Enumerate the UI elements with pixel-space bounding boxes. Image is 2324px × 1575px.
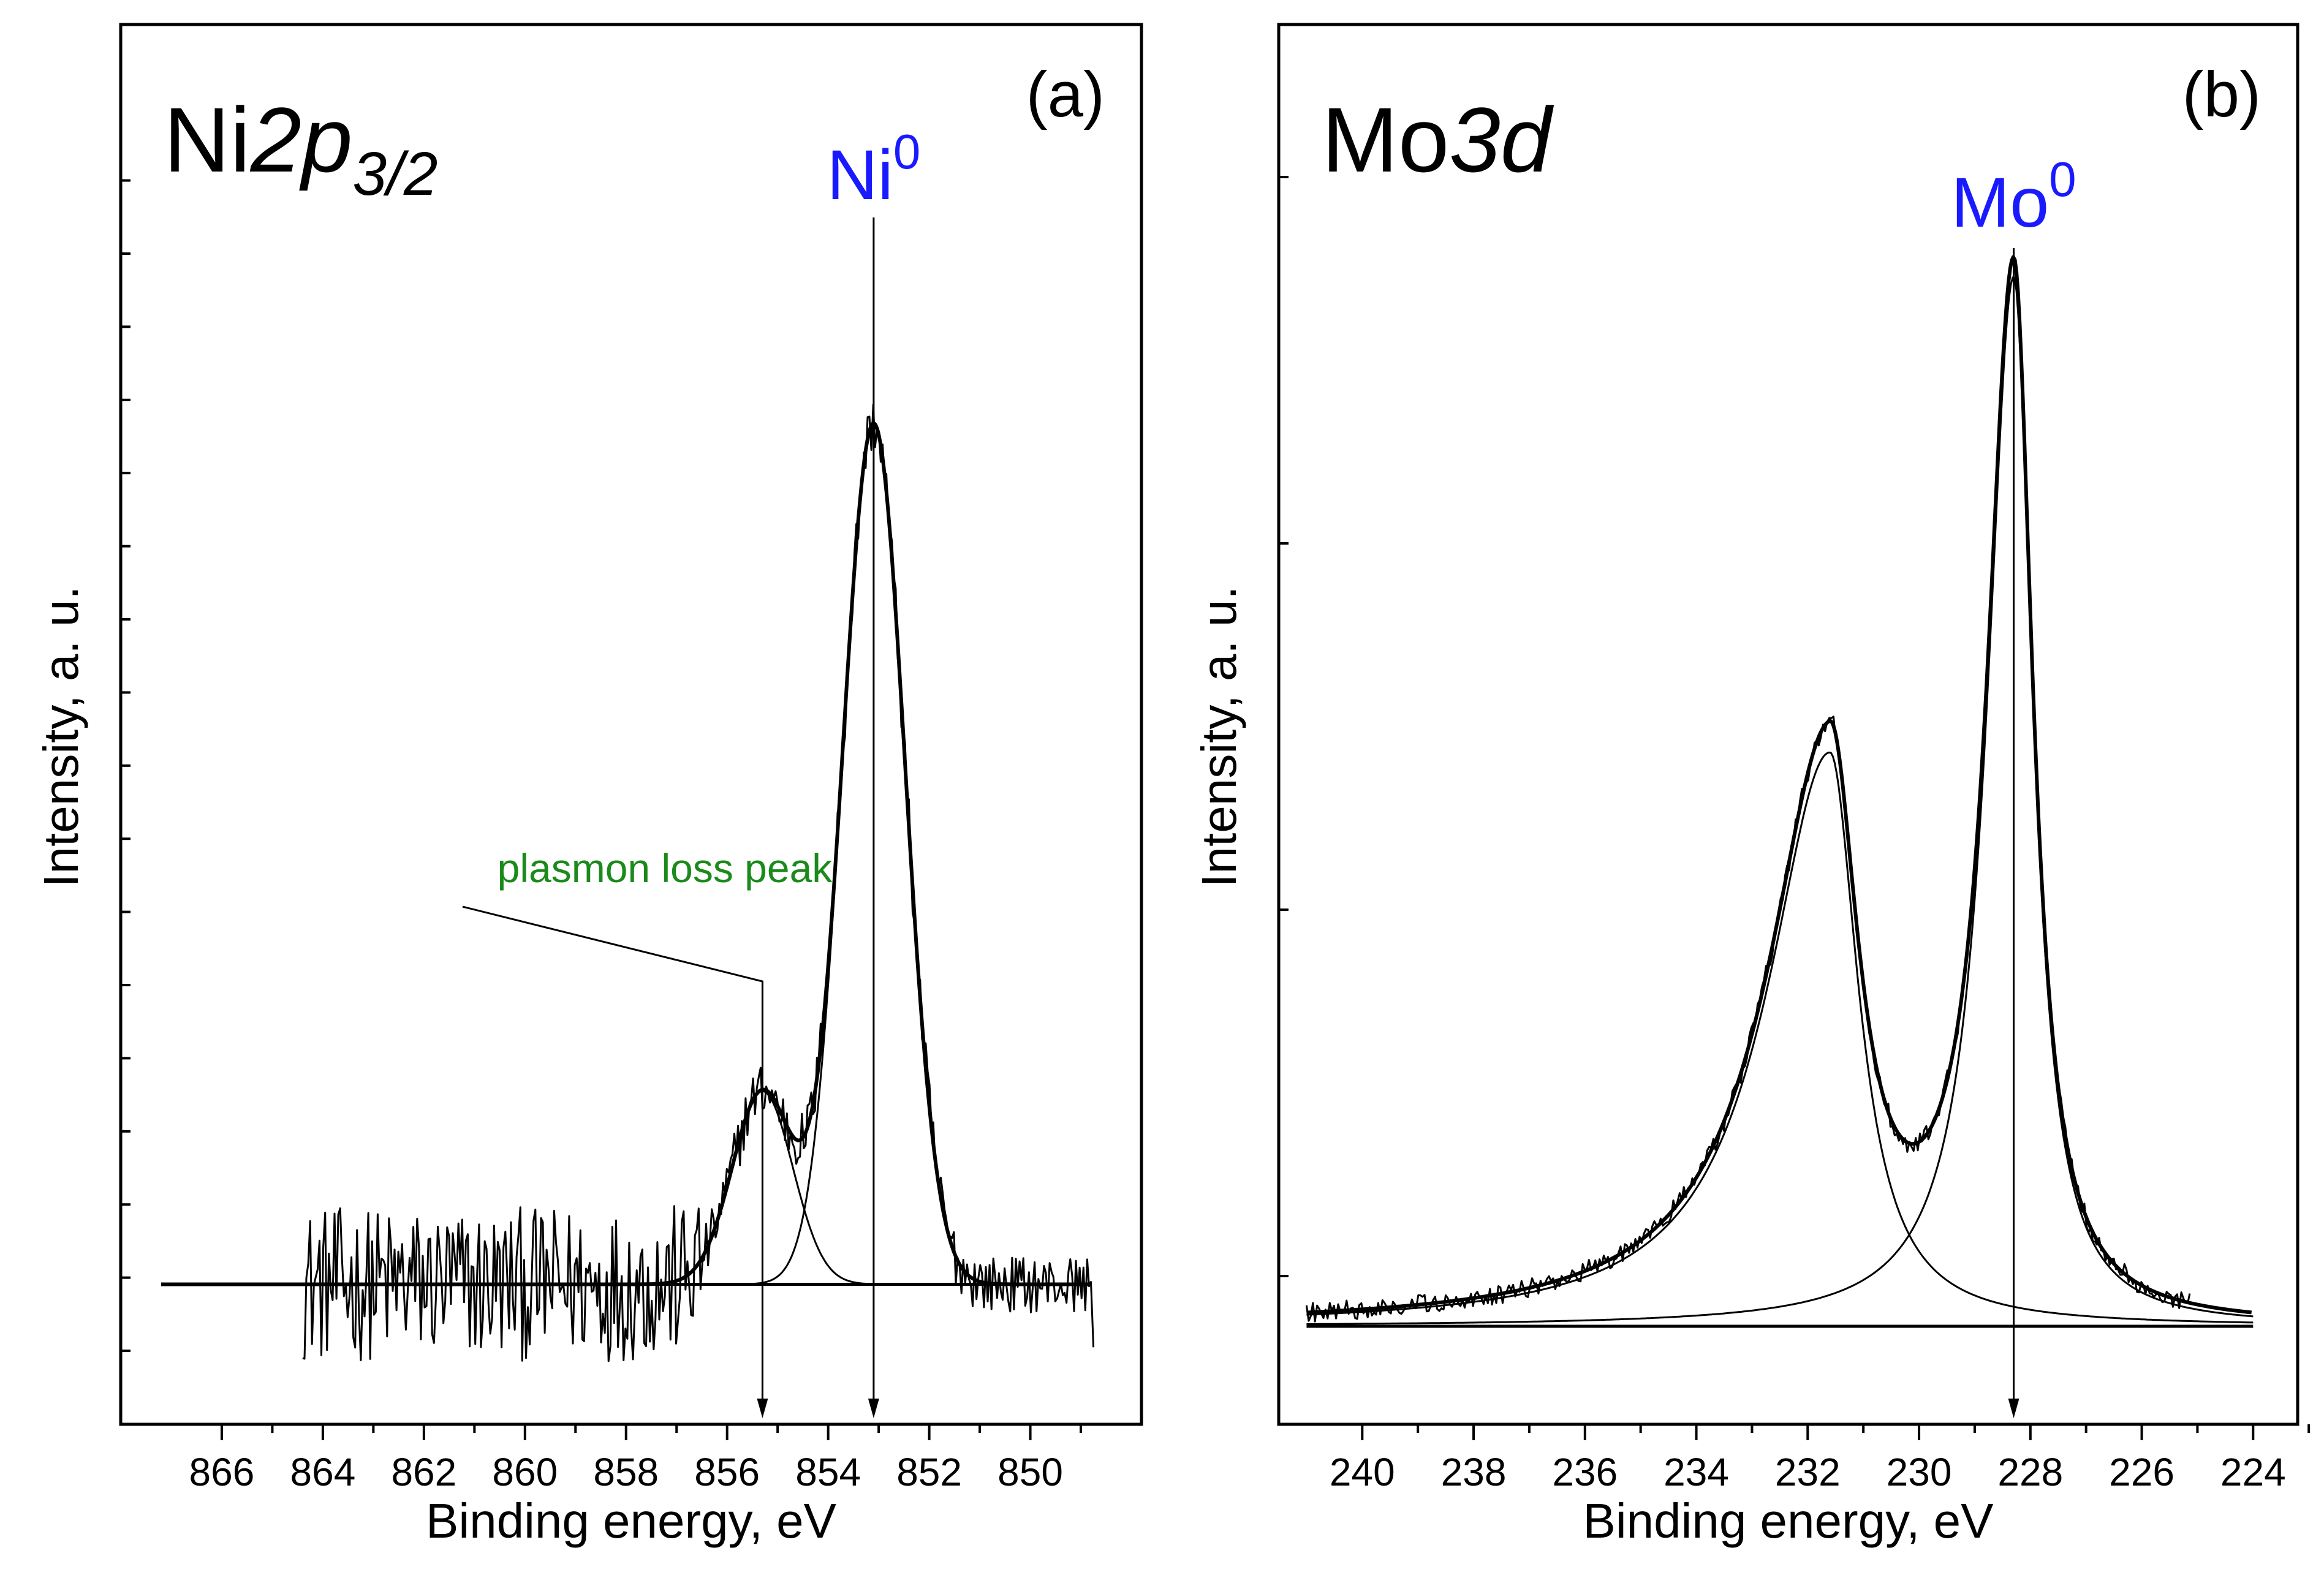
x-tick-label: 226	[2109, 1450, 2174, 1494]
x-tick-label: 858	[593, 1450, 659, 1494]
plot-frame	[1277, 23, 2299, 1426]
plasmon-annotation: plasmon loss peak	[498, 845, 833, 891]
x-tick-label: 230	[1887, 1450, 1952, 1494]
fit-component-line	[1306, 276, 2254, 1325]
x-tick-label: 866	[189, 1450, 255, 1494]
y-axis-title: Intensity, a. u.	[34, 586, 88, 887]
element-orbital-label: Mo3d	[1322, 88, 1554, 191]
y-axis-title: Intensity, a. u.	[1192, 586, 1246, 887]
x-tick-label: 240	[1330, 1450, 1395, 1494]
species-label: Mo0	[1951, 152, 2076, 242]
x-tick-label: 234	[1664, 1450, 1729, 1494]
fit-component-line	[161, 1090, 1091, 1285]
measured-spectrum-line	[302, 404, 1095, 1362]
x-tick-label: 224	[2220, 1450, 2286, 1494]
measured-spectrum-line	[1305, 257, 2191, 1323]
x-tick-label: 228	[1997, 1450, 2063, 1494]
x-tick-label: 852	[896, 1450, 962, 1494]
x-tick-label: 864	[290, 1450, 356, 1494]
fit-envelope-line	[161, 421, 1091, 1286]
x-axis-title: Binding energy, eV	[426, 1494, 837, 1548]
x-tick-label: 850	[997, 1450, 1063, 1494]
element-symbol: Ni	[164, 88, 251, 191]
arrow-head-icon	[757, 1399, 768, 1418]
plot-frame	[119, 23, 1143, 1426]
panel-letter: (a)	[1026, 59, 1105, 130]
x-tick-label: 854	[795, 1450, 861, 1494]
species-label: Ni0	[827, 124, 920, 214]
x-tick-label: 238	[1441, 1450, 1507, 1494]
x-axis-title: Binding energy, eV	[1583, 1494, 1994, 1548]
fit-component-line	[1306, 751, 2254, 1324]
orbital: 2p	[250, 88, 353, 191]
x-tick-label: 236	[1552, 1450, 1618, 1494]
orbital-subscript: 3/2	[353, 140, 438, 208]
element-symbol: Mo	[1322, 88, 1449, 191]
panel-b-molybdenum: 240 238 236 234 232 230 228 226 224 Binding energ…	[1192, 23, 2311, 1548]
element-orbital-label: Ni2p3/2	[164, 88, 438, 208]
x-tick-label: 856	[694, 1450, 760, 1494]
x-tick-label: 862	[391, 1450, 456, 1494]
fit-envelope-line	[1306, 255, 2252, 1315]
plasmon-leader-line	[462, 905, 763, 1407]
arrow-head-icon	[2008, 1399, 2019, 1418]
arrow-head-icon	[868, 1399, 879, 1418]
x-tick-label: 232	[1775, 1450, 1841, 1494]
x-tick-label: 860	[492, 1450, 558, 1494]
panel-letter: (b)	[2182, 59, 2261, 130]
orbital: 3d	[1449, 88, 1554, 191]
panel-a-nickel: 866 864 862 860 858 856 854 852 850 Binding energ…	[34, 23, 1143, 1548]
